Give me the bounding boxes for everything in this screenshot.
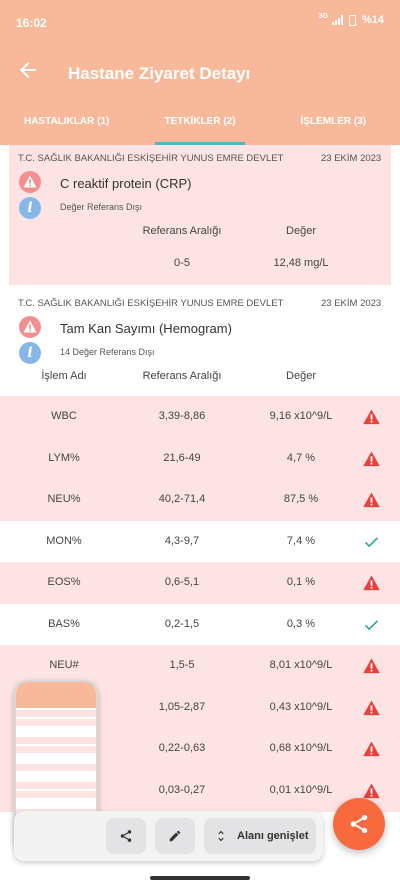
share-icon [120, 830, 132, 842]
status-bar: 16:02 3G %14 [0, 0, 400, 44]
table-row[interactable]: EOS% 0,6-5,1 0,1 % [0, 562, 400, 604]
test-value: 87,5 % [283, 493, 319, 505]
test-value: 0,3 % [286, 617, 316, 630]
test-name: C reaktif protein (CRP) [60, 176, 192, 191]
app-bar: Hastane Ziyaret Detayı [0, 44, 400, 100]
edit-button[interactable] [155, 818, 195, 854]
battery-level: %14 [361, 14, 384, 26]
table-row[interactable]: WBC 3,39-8,86 9,16 x10^9/L [0, 396, 400, 438]
reference-range: 21,6-49 [163, 451, 201, 464]
status-indicators: 3G %14 [318, 12, 384, 27]
process-name: MON% [46, 534, 82, 547]
battery-icon [348, 14, 356, 26]
reference-range: 3,39-8,86 [158, 410, 206, 422]
expand-vertical-icon [218, 830, 224, 842]
process-name: NEU% [47, 493, 81, 505]
header-area: 16:02 3G %14 Hastane Ziyaret Detayı HAST… [0, 0, 400, 145]
reference-range: 0,22-0,63 [158, 742, 206, 754]
table-row[interactable]: BAS% 0,2-1,5 0,3 % [0, 603, 400, 646]
warning-icon [363, 658, 380, 674]
warning-icon [363, 409, 380, 425]
warning-icon [19, 316, 41, 338]
table-row[interactable]: MON% 4,3-9,7 7,4 % [0, 520, 400, 563]
info-icon: i [19, 197, 41, 219]
page-title: Hastane Ziyaret Detayı [68, 64, 251, 83]
info-icon: i [19, 342, 41, 364]
network-type: 3G [318, 12, 328, 20]
process-name: BAS% [48, 617, 80, 630]
test-name: Tam Kan Sayımı (Hemogram) [60, 321, 232, 336]
reference-range: 1,05-2,87 [158, 700, 206, 713]
status-time: 16:02 [16, 16, 47, 30]
tab-tetkikler[interactable]: TETKİKLER (2) [133, 100, 266, 145]
test-value: 9,16 x10^9/L [269, 410, 333, 422]
test-value: 0,1 % [286, 576, 316, 588]
test-date: 23 EKİM 2023 [321, 153, 382, 164]
reference-range: 4,3-9,7 [164, 534, 200, 547]
process-name: LYM% [48, 451, 80, 464]
warning-icon [363, 700, 380, 715]
expand-area-button[interactable]: Alanı genişlet [204, 818, 316, 854]
test-value: 4,7 % [286, 451, 316, 464]
process-name: NEU# [49, 659, 79, 671]
share-fab[interactable] [333, 798, 385, 850]
test-value: 0,68 x10^9/L [269, 742, 333, 754]
table-row[interactable]: LYM% 21,6-49 4,7 % [0, 437, 400, 480]
test-value: 0,01 x10^9/L [269, 783, 333, 796]
value-header: Değer [286, 370, 316, 382]
warning-icon [19, 171, 41, 193]
reference-status: Değer Referans Dışı [60, 202, 143, 212]
reference-range: 0,6-5,1 [164, 576, 200, 588]
share-button[interactable] [106, 818, 146, 854]
reference-range-header: Referans Aralığı [142, 370, 222, 382]
hospital-name: T.C. SAĞLIK BAKANLIĞI ESKİŞEHİR YUNUS EM… [18, 298, 284, 309]
test-value: 7,4 % [286, 534, 316, 547]
process-name: WBC [51, 410, 77, 422]
warning-icon [363, 575, 380, 591]
process-name: EOS% [47, 576, 81, 588]
check-icon [364, 536, 379, 547]
reference-range: 40,2-71,4 [158, 493, 206, 505]
warning-icon [363, 492, 380, 508]
tab-bar: HASTALIKLAR (1) TETKİKLER (2) İŞLEMLER (… [0, 100, 400, 145]
share-icon [350, 814, 368, 834]
check-icon [364, 619, 379, 630]
test-value: 8,01 x10^9/L [269, 659, 333, 671]
warning-icon [363, 741, 380, 757]
warning-icon [363, 783, 380, 798]
table-row[interactable]: NEU% 40,2-71,4 87,5 % [0, 479, 400, 521]
home-indicator[interactable] [150, 876, 250, 880]
reference-range-header: Referans Aralığı [142, 225, 222, 237]
reference-status: 14 Değer Referans Dışı [60, 347, 155, 357]
signal-icon [331, 15, 343, 25]
back-arrow-icon[interactable] [16, 58, 40, 82]
reference-range: 0,03-0,27 [158, 783, 206, 796]
screenshot-toolbar: Alanı genişlet [14, 811, 323, 861]
tab-islemler[interactable]: İŞLEMLER (3) [300, 116, 367, 127]
test-value: 0,43 x10^9/L [269, 700, 333, 713]
reference-range: 1,5-5 [169, 659, 195, 671]
warning-icon [363, 451, 380, 466]
test-date: 23 EKİM 2023 [321, 298, 382, 309]
reference-range: 0,2-1,5 [164, 617, 200, 630]
expand-area-label: Alanı genişlet [237, 830, 309, 842]
process-name-header: İşlem Adı [41, 370, 87, 382]
hospital-name: T.C. SAĞLIK BAKANLIĞI ESKİŞEHİR YUNUS EM… [18, 153, 284, 164]
test-value: 12,48 mg/L [273, 257, 329, 269]
tab-hastaliklar[interactable]: HASTALIKLAR (1) [23, 116, 110, 127]
test-card-crp[interactable] [9, 145, 391, 285]
reference-range: 0-5 [174, 257, 190, 269]
value-header: Değer [286, 225, 316, 237]
pencil-icon [169, 830, 181, 842]
